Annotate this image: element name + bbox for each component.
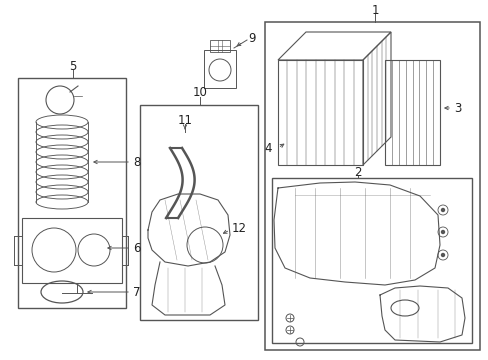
Circle shape [441,253,444,256]
Text: 2: 2 [353,166,361,179]
Circle shape [441,208,444,211]
Text: 10: 10 [192,86,207,99]
Text: 4: 4 [264,141,271,154]
Bar [140,105,258,320]
Bar [264,22,479,350]
Circle shape [441,230,444,234]
Text: 6: 6 [133,242,140,255]
Text: 12: 12 [231,221,246,234]
Text: 7: 7 [133,285,140,298]
Bar [271,178,471,343]
Bar [203,50,236,88]
Text: 11: 11 [177,113,192,126]
Bar [18,78,126,308]
Text: 1: 1 [370,4,378,17]
Bar [384,60,439,165]
Bar [209,40,229,52]
Text: 5: 5 [69,59,77,72]
Text: 8: 8 [133,156,140,168]
Text: 3: 3 [453,102,461,114]
Bar [22,218,122,283]
Text: 9: 9 [247,31,255,45]
